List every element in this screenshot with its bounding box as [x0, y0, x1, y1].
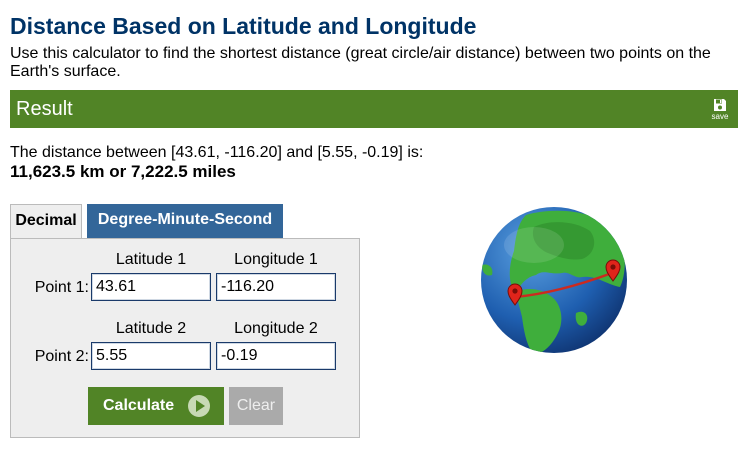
latitude-1-header: Latitude 1 — [115, 251, 187, 268]
point-2-label: Point 2: — [34, 348, 89, 365]
save-button[interactable]: save — [708, 96, 732, 124]
result-header: Result save — [10, 90, 738, 128]
latitude-2-input[interactable] — [91, 342, 211, 370]
map-pin-icon — [507, 283, 523, 306]
latitude-2-header: Latitude 2 — [115, 320, 187, 337]
save-label: save — [711, 112, 729, 121]
calculator-form: Latitude 1 Longitude 1 Point 1: Latitude… — [10, 238, 360, 438]
latitude-1-input[interactable] — [91, 273, 211, 301]
longitude-2-header: Longitude 2 — [234, 320, 318, 337]
play-icon — [188, 395, 210, 417]
tab-degree-minute-second[interactable]: Degree-Minute-Second — [87, 204, 283, 238]
longitude-1-input[interactable] — [216, 273, 336, 301]
calculate-button[interactable]: Calculate — [88, 387, 224, 425]
point-1-label: Point 1: — [34, 279, 89, 296]
page-description: Use this calculator to find the shortest… — [10, 45, 711, 80]
result-description: The distance between [43.61, -116.20] an… — [10, 144, 424, 161]
result-distance: 11,623.5 km or 7,222.5 miles — [10, 162, 236, 181]
route-line — [514, 271, 613, 299]
clear-button[interactable]: Clear — [229, 387, 283, 425]
longitude-1-header: Longitude 1 — [234, 251, 318, 268]
save-icon — [714, 99, 726, 111]
page-title: Distance Based on Latitude and Longitude — [10, 13, 477, 39]
tab-decimal[interactable]: Decimal — [10, 204, 82, 239]
map-pin-icon — [605, 259, 621, 282]
calculate-label: Calculate — [103, 397, 175, 414]
longitude-2-input[interactable] — [216, 342, 336, 370]
result-heading: Result — [16, 98, 73, 120]
globe-illustration — [481, 207, 627, 353]
